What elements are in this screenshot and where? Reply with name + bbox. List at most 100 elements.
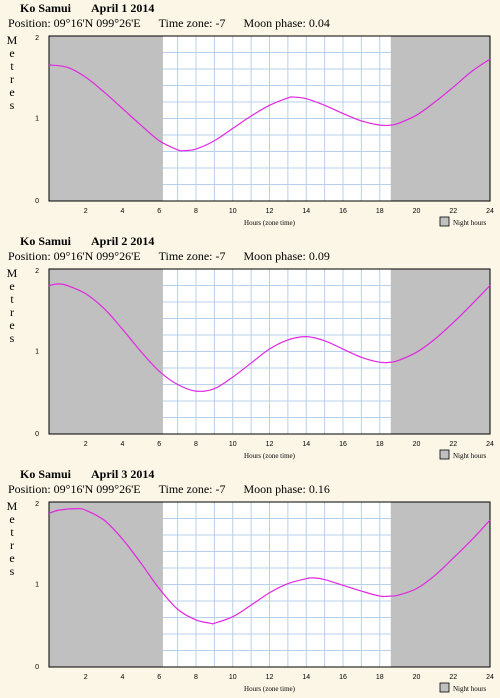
tide-point bbox=[104, 308, 105, 309]
x-tick-label: 6 bbox=[157, 441, 161, 448]
tide-point bbox=[269, 105, 270, 106]
y-tick-label: 0 bbox=[35, 198, 39, 205]
tide-point bbox=[342, 113, 343, 114]
x-tick-label: 4 bbox=[121, 208, 125, 215]
x-tick-label: 20 bbox=[413, 208, 421, 215]
x-tick-label: 16 bbox=[339, 208, 347, 215]
tide-point bbox=[416, 352, 417, 353]
tide-point bbox=[324, 105, 325, 106]
night-shading bbox=[49, 269, 163, 434]
tide-point bbox=[232, 376, 233, 377]
tide-point bbox=[342, 348, 343, 349]
tide-point bbox=[287, 339, 288, 340]
tide-point bbox=[232, 128, 233, 129]
x-tick-label: 18 bbox=[376, 441, 384, 448]
panel-date: April 3 2014 bbox=[91, 467, 155, 481]
panel-info: Position: 09°16'N 099°26'E Time zone: -7 M… bbox=[8, 482, 348, 497]
moon-phase-text: Moon phase: 0.04 bbox=[243, 16, 330, 30]
y-tick-label: 2 bbox=[35, 35, 39, 42]
tide-point bbox=[390, 595, 391, 596]
tide-point bbox=[159, 140, 160, 141]
tide-point bbox=[306, 578, 307, 579]
legend-swatch bbox=[439, 682, 450, 693]
tide-point bbox=[85, 77, 86, 78]
tide-point bbox=[306, 98, 307, 99]
x-tick-label: 22 bbox=[449, 674, 457, 681]
tide-point bbox=[342, 585, 343, 586]
position-text: Position: 09°16'N 099°26'E bbox=[8, 16, 141, 30]
tide-point bbox=[214, 388, 215, 389]
tide-point bbox=[269, 348, 270, 349]
x-tick-label: 22 bbox=[449, 441, 457, 448]
tide-point bbox=[313, 577, 314, 578]
panel-info: Position: 09°16'N 099°26'E Time zone: -7 M… bbox=[8, 249, 348, 264]
tide-point bbox=[379, 595, 380, 596]
tide-point bbox=[293, 96, 294, 97]
tide-point bbox=[361, 120, 362, 121]
x-tick-label: 4 bbox=[121, 674, 125, 681]
y-tick-label: 1 bbox=[35, 582, 39, 589]
tide-point bbox=[416, 115, 417, 116]
tide-point bbox=[489, 285, 490, 286]
x-tick-label: 18 bbox=[376, 208, 384, 215]
tide-point bbox=[306, 336, 307, 337]
tide-point bbox=[67, 285, 68, 286]
tide-curve bbox=[48, 283, 491, 392]
tide-point bbox=[48, 64, 49, 65]
tide-point bbox=[210, 623, 211, 624]
tide-curve bbox=[48, 58, 491, 152]
x-tick-label: 4 bbox=[121, 441, 125, 448]
x-axis-label: Hours (zone time) bbox=[244, 219, 296, 227]
x-tick-label: 24 bbox=[486, 441, 494, 448]
tide-point bbox=[104, 92, 105, 93]
x-tick-label: 16 bbox=[339, 674, 347, 681]
x-axis-label: Hours (zone time) bbox=[244, 452, 296, 460]
tide-point bbox=[390, 362, 391, 363]
panel-date: April 2 2014 bbox=[91, 234, 155, 248]
night-shading bbox=[390, 36, 490, 201]
y-tick-label: 2 bbox=[35, 501, 39, 508]
legend-swatch bbox=[439, 449, 450, 460]
tide-point bbox=[251, 362, 252, 363]
x-tick-label: 22 bbox=[449, 208, 457, 215]
legend-label: Night hours bbox=[453, 219, 487, 227]
panel-date: April 1 2014 bbox=[91, 1, 155, 15]
x-tick-label: 2 bbox=[84, 674, 88, 681]
tide-point bbox=[232, 616, 233, 617]
tide-point bbox=[489, 59, 490, 60]
tide-point bbox=[177, 384, 178, 385]
tide-point bbox=[177, 609, 178, 610]
tide-point bbox=[287, 97, 288, 98]
tide-point bbox=[140, 351, 141, 352]
y-tick-label: 1 bbox=[35, 116, 39, 123]
location-name: Ko Samui bbox=[20, 1, 72, 15]
tide-point bbox=[453, 322, 454, 323]
moon-phase-text: Moon phase: 0.09 bbox=[243, 249, 330, 263]
tide-point bbox=[379, 362, 380, 363]
x-tick-label: 18 bbox=[376, 674, 384, 681]
tide-point bbox=[48, 513, 49, 514]
tide-point bbox=[379, 125, 380, 126]
x-tick-label: 16 bbox=[339, 441, 347, 448]
tide-point bbox=[104, 520, 105, 521]
tide-point bbox=[251, 605, 252, 606]
tide-point bbox=[214, 140, 215, 141]
tide-point bbox=[398, 595, 399, 596]
x-tick-label: 8 bbox=[194, 441, 198, 448]
tide-point bbox=[251, 115, 252, 116]
tide-point bbox=[85, 293, 86, 294]
tide-point bbox=[67, 67, 68, 68]
x-tick-label: 24 bbox=[486, 208, 494, 215]
legend-label: Night hours bbox=[453, 452, 487, 460]
x-tick-label: 6 bbox=[157, 208, 161, 215]
plot-frame bbox=[48, 501, 491, 668]
tide-point bbox=[122, 108, 123, 109]
tide-point bbox=[489, 520, 490, 521]
x-axis-label: Hours (zone time) bbox=[244, 685, 296, 693]
x-tick-label: 14 bbox=[302, 208, 310, 215]
tide-point bbox=[324, 579, 325, 580]
